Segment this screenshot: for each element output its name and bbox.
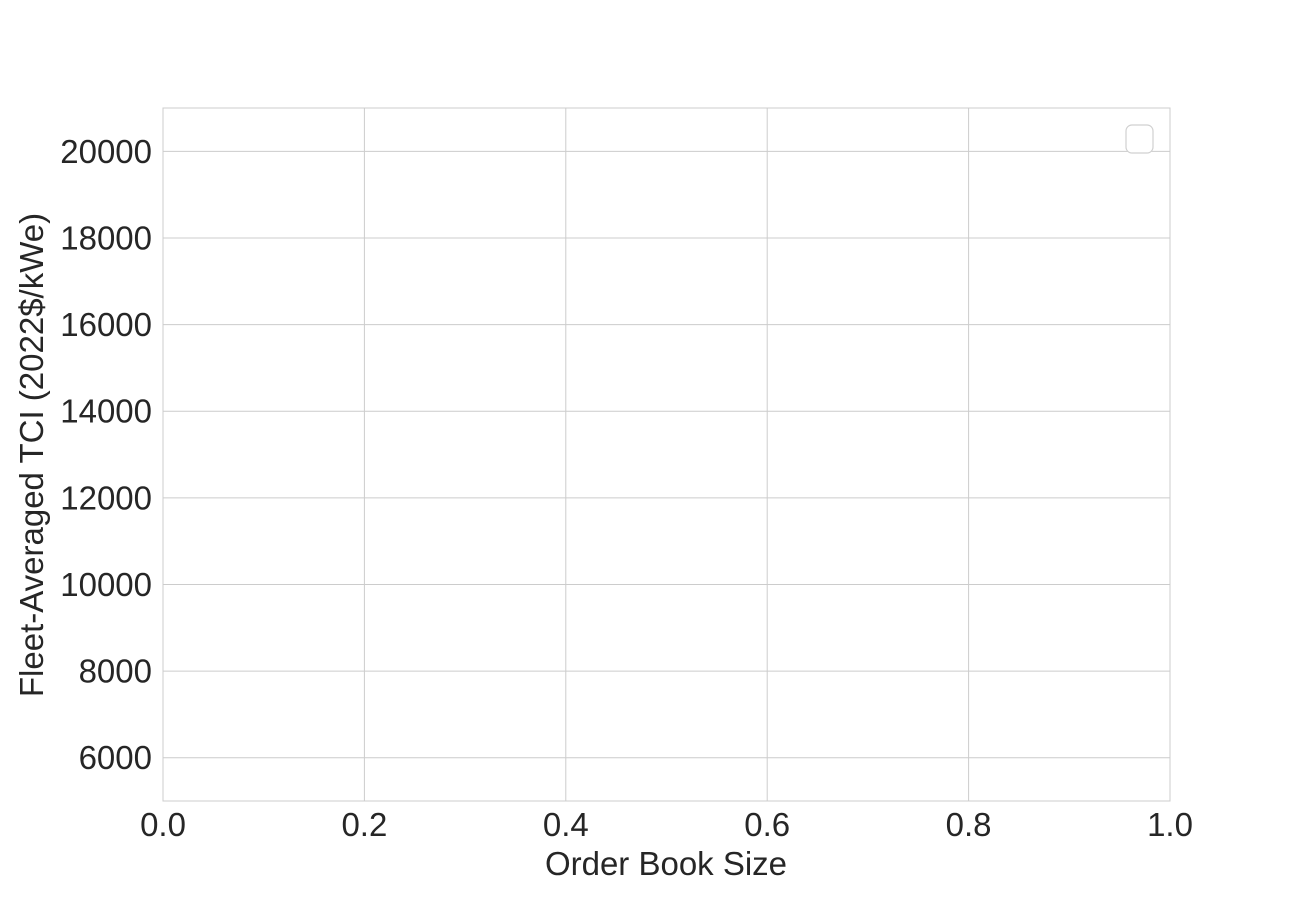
x-tick-label: 0.6 — [744, 806, 790, 843]
y-tick-label: 10000 — [60, 566, 152, 603]
y-axis-label: Fleet-Averaged TCI (2022$/kWe) — [13, 213, 50, 697]
y-tick-label: 14000 — [60, 393, 152, 430]
x-tick-label: 0.0 — [140, 806, 186, 843]
x-tick-label: 0.2 — [341, 806, 387, 843]
y-axis-ticks: 6000 8000 10000 12000 14000 16000 18000 20000 — [60, 133, 152, 776]
y-tick-label: 8000 — [79, 653, 152, 690]
x-axis-label: Order Book Size — [545, 845, 787, 882]
x-tick-label: 1.0 — [1147, 806, 1193, 843]
y-tick-label: 12000 — [60, 479, 152, 516]
plot-background — [163, 108, 1170, 801]
y-tick-label: 6000 — [79, 739, 152, 776]
plot-frame — [162, 107, 1171, 802]
y-tick-label: 20000 — [60, 133, 152, 170]
y-tick-label: 16000 — [60, 306, 152, 343]
plot-frame-border — [162, 107, 1171, 802]
x-tick-label: 0.8 — [946, 806, 992, 843]
x-axis-ticks: 0.0 0.2 0.4 0.6 0.8 1.0 — [140, 806, 1193, 843]
x-tick-label: 0.4 — [543, 806, 589, 843]
legend-box — [1125, 124, 1154, 154]
y-tick-label: 18000 — [60, 219, 152, 256]
